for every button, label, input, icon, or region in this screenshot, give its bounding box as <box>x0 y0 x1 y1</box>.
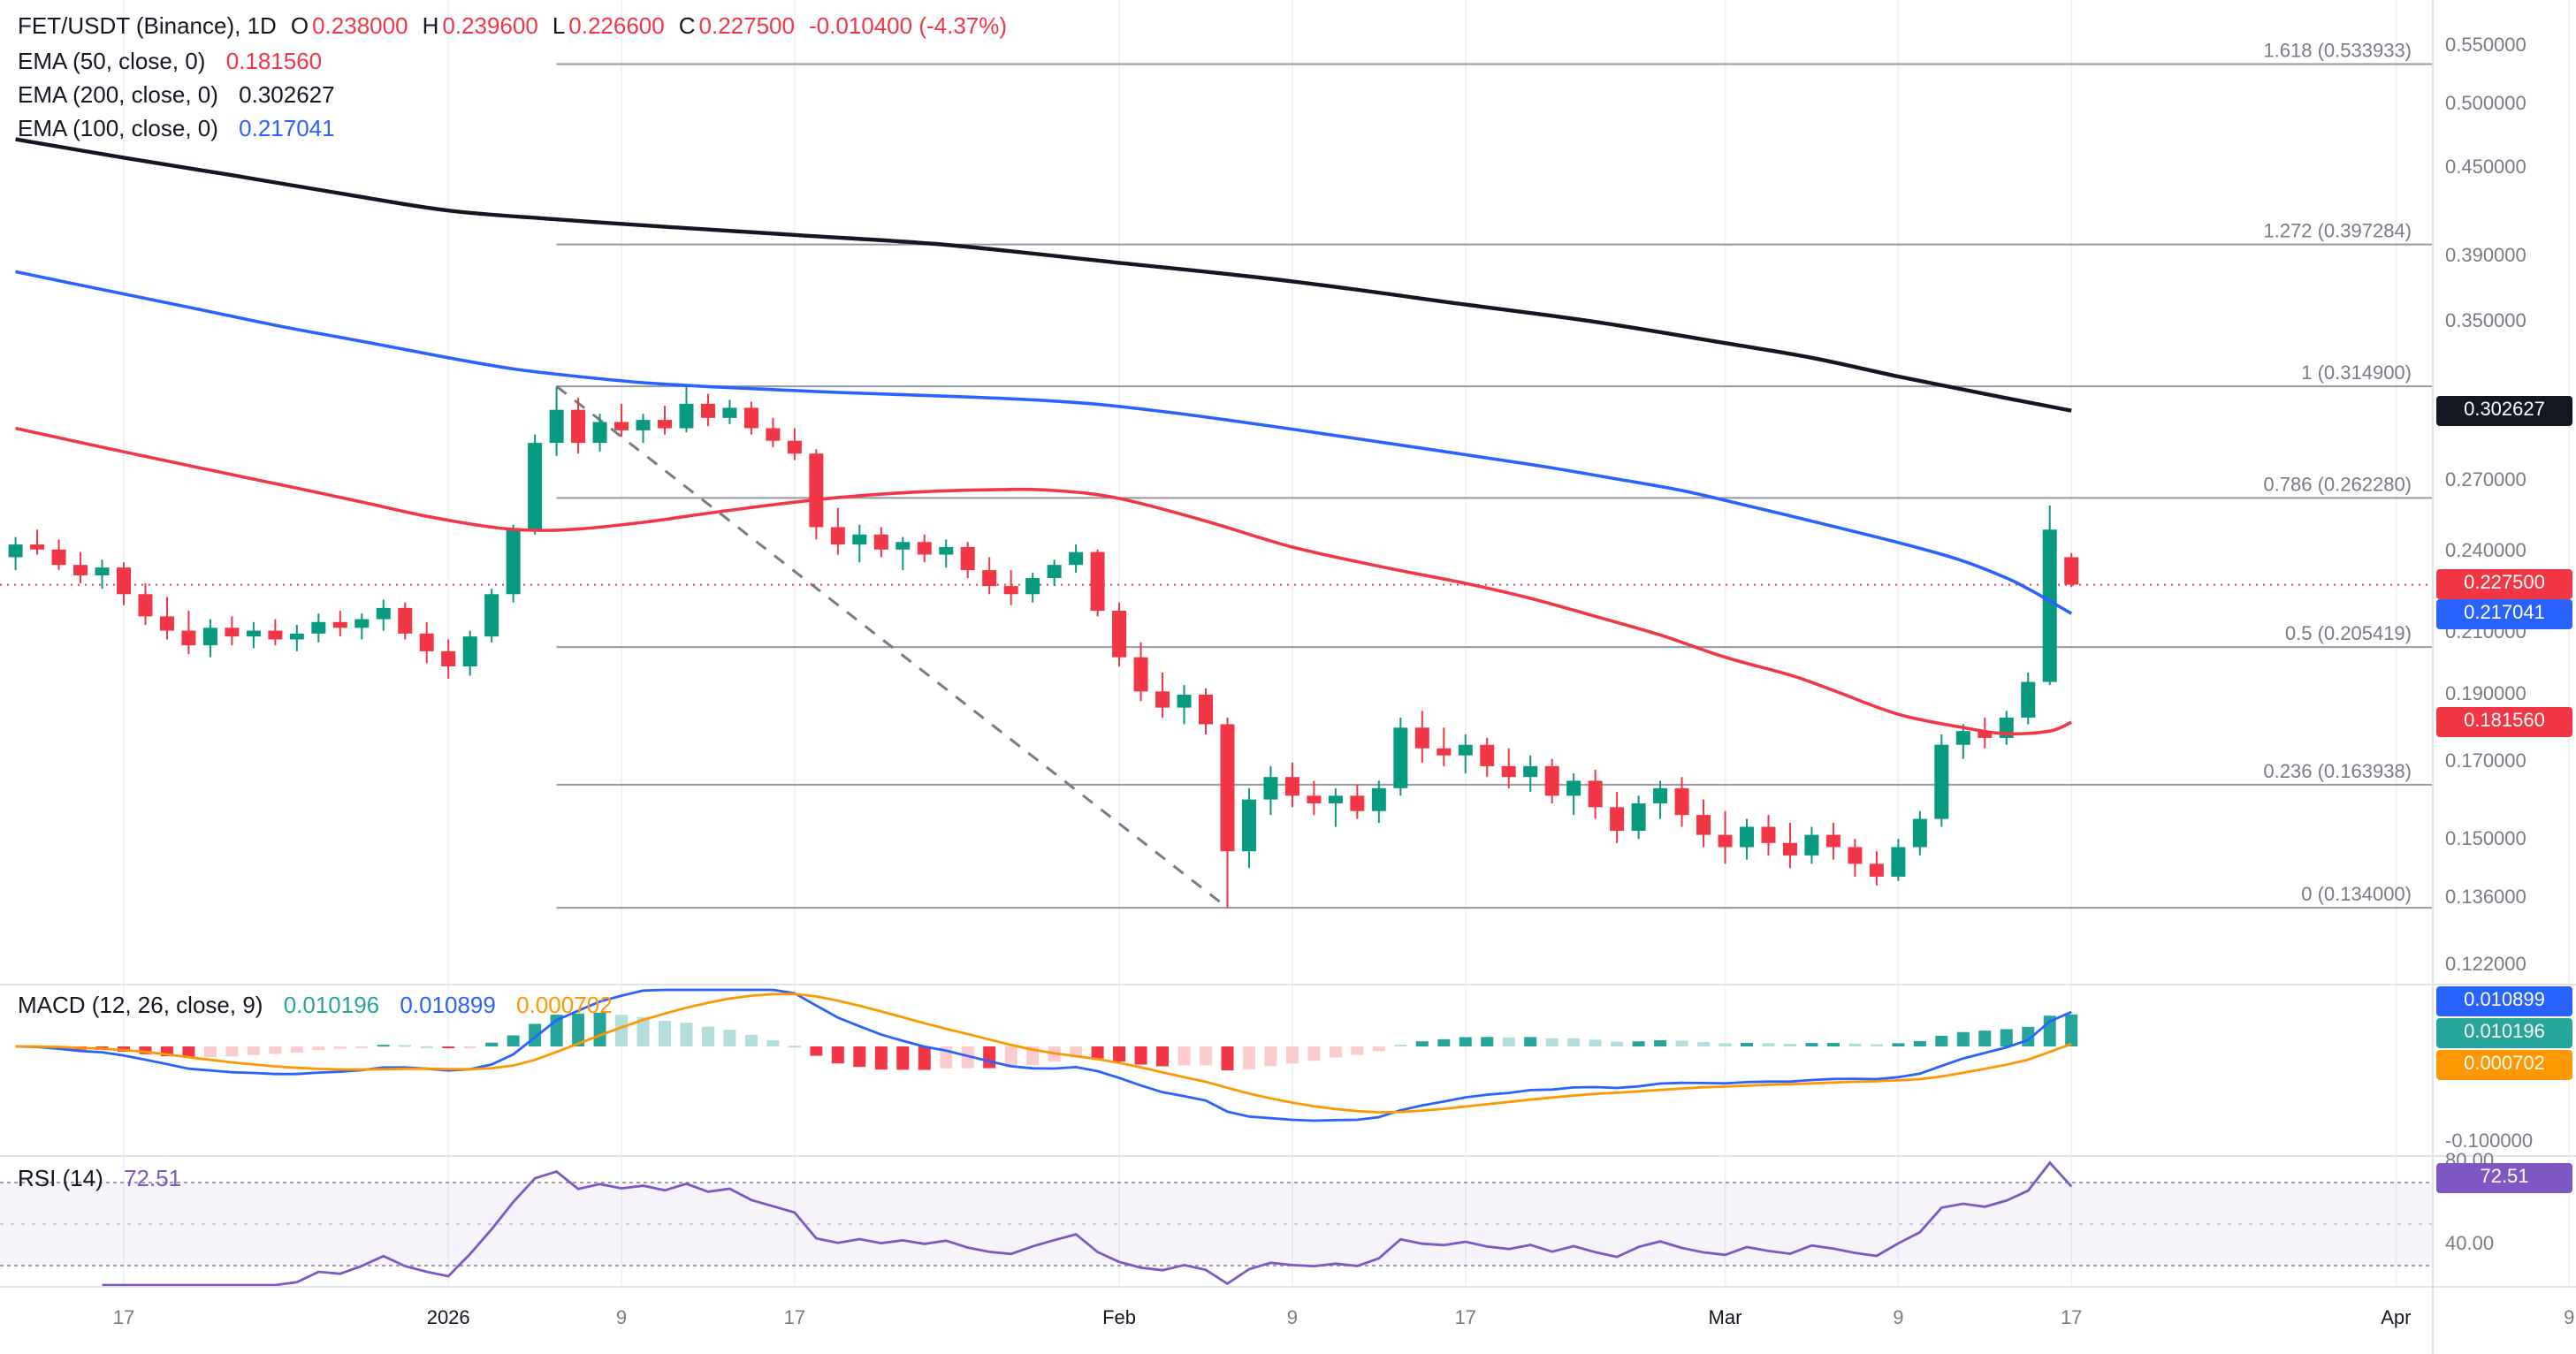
macd-signal-line <box>15 993 2072 1114</box>
rsi-line <box>102 1160 2073 1287</box>
time-axis-label: 9 <box>1893 1308 1904 1329</box>
legend-ema-100-label: EMA (100, close, 0) <box>18 115 218 141</box>
candlestick-series[interactable] <box>8 386 2079 909</box>
price-badge-ema200: 0.302627 <box>2436 395 2572 426</box>
ohlc-close-label: C <box>678 12 696 39</box>
legend-ema-50-label: EMA (50, close, 0) <box>18 48 206 74</box>
time-axis-label: 17 <box>1454 1308 1477 1329</box>
macd-axis-label: -0.100000 <box>2445 1131 2534 1152</box>
price-axis-label: 0.170000 <box>2445 751 2526 773</box>
price-axis-label: 0.122000 <box>2445 954 2526 976</box>
symbol-header[interactable]: FET/USDT (Binance), 1D O 0.238000 H 0.239600… <box>18 12 1007 39</box>
legend-ema-50-value: 0.181560 <box>225 48 323 74</box>
legend-ema-200-value: 0.302627 <box>239 81 335 108</box>
macd-badge-signal: 0.000702 <box>2436 1050 2572 1080</box>
macd-signal-value: 0.000702 <box>516 992 613 1018</box>
time-axis-label: 17 <box>783 1308 806 1329</box>
rsi-label: RSI (14) <box>18 1165 103 1191</box>
ema-50-line[interactable] <box>15 426 2072 736</box>
macd-line-value: 0.010899 <box>400 992 496 1018</box>
price-badge-ema100: 0.217041 <box>2436 598 2572 629</box>
macd-hist-value: 0.010196 <box>283 992 380 1018</box>
price-axis-label: 0.270000 <box>2445 469 2526 491</box>
time-axis-label: 17 <box>2060 1308 2083 1329</box>
legend-ema-200-label: EMA (200, close, 0) <box>18 81 218 108</box>
symbol-title[interactable]: FET/USDT (Binance), 1D <box>18 12 277 39</box>
time-axis-label: 9 <box>615 1308 628 1329</box>
legend-ema-100-value: 0.217041 <box>239 115 335 141</box>
ohlc-open-value: 0.238000 <box>312 12 408 39</box>
legend-macd[interactable]: MACD (12, 26, close, 9) 0.010196 0.01089… <box>18 992 613 1018</box>
svg-text:1.272 (0.397284): 1.272 (0.397284) <box>2263 220 2412 242</box>
legend-rsi[interactable]: RSI (14) 72.51 <box>18 1165 181 1191</box>
ohlc-change-value: -0.010400 (-4.37%) <box>809 12 1008 39</box>
price-badge-ema50: 0.181560 <box>2436 707 2572 738</box>
ema-100-line[interactable] <box>15 270 2073 615</box>
rsi-axis-label: 40.00 <box>2445 1234 2495 1256</box>
fib-trendline[interactable] <box>555 384 1229 909</box>
legend-ema-50[interactable]: EMA (50, close, 0) 0.181560 <box>18 48 322 74</box>
time-axis-label: Feb <box>1102 1308 1137 1329</box>
price-axis-label: 0.240000 <box>2445 541 2526 563</box>
price-axis-label: 0.350000 <box>2445 311 2526 333</box>
svg-text:1 (0.314900): 1 (0.314900) <box>2301 361 2412 384</box>
macd-badge-hist: 0.010196 <box>2436 1018 2572 1048</box>
price-axis-label: 0.390000 <box>2445 245 2526 267</box>
ohlc-high-label: H <box>422 12 439 39</box>
ohlc-low-label: L <box>552 12 566 39</box>
ohlc-low-value: 0.226600 <box>568 12 665 39</box>
ohlc-open-label: O <box>290 12 309 39</box>
time-axis-label: 9 <box>1286 1308 1299 1329</box>
time-axis-label: Apr <box>2381 1308 2412 1329</box>
macd-histogram <box>52 1012 2078 1071</box>
price-axis-label: 0.190000 <box>2445 683 2526 705</box>
price-axis-label: 0.450000 <box>2445 157 2526 179</box>
legend-ema-200[interactable]: EMA (200, close, 0) 0.302627 <box>18 81 335 108</box>
svg-text:0.786 (0.262280): 0.786 (0.262280) <box>2263 473 2412 495</box>
fib-retracement[interactable]: 1.618 (0.533933) 1.272 (0.397284) 1 (0.314… <box>556 39 2433 909</box>
price-axis-label: 0.500000 <box>2445 93 2526 115</box>
time-axis-label: 2026 <box>426 1308 470 1329</box>
legend-ema-100[interactable]: EMA (100, close, 0) 0.217041 <box>18 115 335 141</box>
svg-text:1.618 (0.533933): 1.618 (0.533933) <box>2263 39 2412 61</box>
ohlc-close-value: 0.227500 <box>698 12 795 39</box>
price-axis-label: 0.550000 <box>2445 35 2526 57</box>
ema-200-line[interactable] <box>15 137 2072 413</box>
ohlc-high-value: 0.239600 <box>442 12 538 39</box>
time-axis-label: Mar <box>1708 1308 1742 1329</box>
price-axis-label: 0.150000 <box>2445 828 2526 850</box>
time-axis-label: 17 <box>112 1308 135 1329</box>
svg-text:0 (0.134000): 0 (0.134000) <box>2301 883 2412 905</box>
price-badge-last: 0.227500 <box>2436 569 2572 600</box>
time-axis-label: 9 <box>2564 1308 2575 1329</box>
svg-text:0.236 (0.163938): 0.236 (0.163938) <box>2263 760 2412 782</box>
rsi-value: 72.51 <box>124 1165 182 1191</box>
macd-badge-line: 0.010899 <box>2436 986 2572 1016</box>
macd-label: MACD (12, 26, close, 9) <box>18 992 263 1018</box>
rsi-value-badge: 72.51 <box>2436 1162 2572 1193</box>
price-axis-label: 0.136000 <box>2445 887 2526 909</box>
svg-text:0.5 (0.205419): 0.5 (0.205419) <box>2285 622 2412 644</box>
